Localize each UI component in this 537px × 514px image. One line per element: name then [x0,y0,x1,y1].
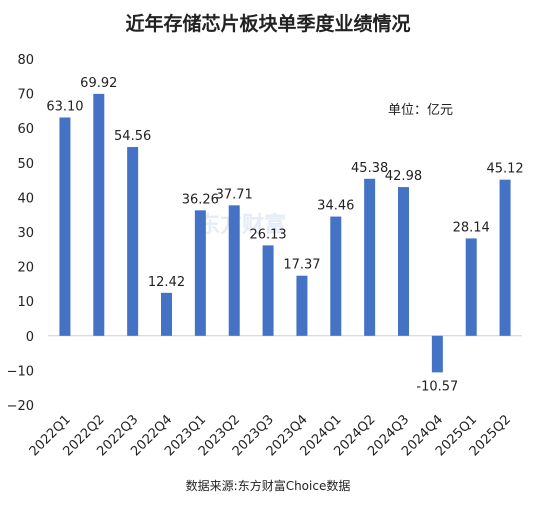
bar [364,178,376,336]
x-tick-labels: 2022Q12022Q22022Q32022Q42023Q12023Q22023… [27,412,514,459]
bar [431,335,443,373]
y-tick-label: 60 [17,122,34,137]
bar [59,117,71,336]
y-axis: −20 −10 0 10 20 30 40 50 60 70 80 [7,53,34,414]
bar-value-label: 42.98 [385,169,422,184]
y-tick-label: −20 [7,399,34,414]
bar [93,93,105,336]
y-tick-label: 0 [26,330,34,345]
y-tick-label: 70 [17,88,34,103]
bar-value-label: 37.71 [216,187,253,202]
bar-value-label: 45.38 [351,161,388,176]
y-tick-label: 50 [17,157,34,172]
bar [398,187,409,336]
bar-value-label: 63.10 [46,99,83,114]
y-tick-label: 80 [17,53,34,68]
bar [465,238,477,336]
bar-value-label: 45.12 [486,162,523,177]
bar-value-label: 69.92 [80,76,117,91]
source-note: 数据来源:东方财富Choice数据 [186,478,351,493]
bar-value-label: 54.56 [114,129,151,144]
y-tick-label: 30 [17,226,34,241]
bar-value-label: 34.46 [317,199,354,214]
bar [296,275,308,336]
y-tick-label: 40 [17,191,34,206]
bar-value-label: 26.13 [249,227,286,242]
y-tick-label: 20 [17,261,34,276]
chart-title: 近年存储芯片板块单季度业绩情况 [125,12,410,35]
y-tick-label: 10 [17,295,34,310]
bar [194,210,206,336]
unit-note: 单位：亿元 [388,103,453,118]
bar-value-label: 28.14 [453,220,490,235]
bar-value-label: 12.42 [148,275,185,290]
bar-value-label: 36.26 [182,192,219,207]
watermark: 东方财富 [198,212,286,238]
bar [499,179,511,336]
bar [161,292,172,336]
bar [330,216,342,336]
bar-value-label: 17.37 [283,258,320,273]
bar [262,245,274,336]
y-tick-label: −10 [7,364,34,379]
bar-value-label: -10.57 [416,379,458,394]
bars [59,93,511,373]
bar [228,205,240,336]
bar [127,147,139,336]
